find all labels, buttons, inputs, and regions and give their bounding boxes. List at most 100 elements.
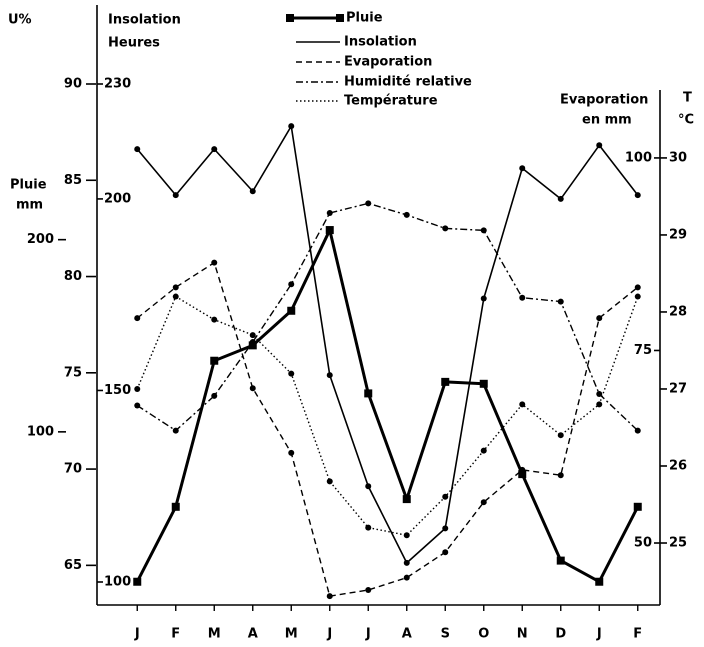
data-point (326, 210, 333, 216)
data-point (442, 225, 449, 232)
data-point (326, 593, 333, 600)
data-point (365, 483, 372, 490)
evaporation-tick-label: 100 (625, 150, 652, 165)
evaporation-axis-label: Evaporation (560, 93, 648, 108)
data-point (402, 495, 411, 504)
data-point (326, 478, 333, 485)
data-point (365, 200, 372, 207)
data-point (287, 306, 296, 315)
data-point (596, 315, 603, 322)
x-tick-label: S (441, 627, 450, 642)
x-tick-label: J (365, 627, 371, 642)
data-point (403, 574, 410, 581)
x-tick-label: M (285, 627, 298, 642)
data-point (480, 227, 487, 234)
t-tick-label: 29 (669, 227, 687, 242)
data-point (248, 341, 257, 350)
data-point (172, 192, 179, 199)
data-point (480, 295, 487, 302)
t-axis-label: °C (678, 113, 694, 128)
insolation-tick-label: 230 (104, 77, 131, 92)
data-point (518, 470, 527, 479)
legend-label: Insolation (344, 35, 417, 50)
u-tick-label: 90 (64, 77, 82, 92)
x-tick-label: A (402, 627, 412, 642)
data-point (249, 332, 256, 339)
data-point (172, 284, 179, 291)
data-point (557, 195, 564, 202)
pluie-tick-label: 100 (27, 424, 54, 439)
data-point (519, 294, 526, 301)
data-point (134, 146, 141, 153)
x-tick-label: D (555, 627, 566, 642)
data-point (288, 123, 295, 130)
data-point (172, 293, 179, 300)
x-tick-label: O (478, 627, 489, 642)
data-point (480, 499, 487, 506)
legend-label: Evaporation (344, 55, 432, 70)
legend-label: Température (344, 94, 438, 109)
t-tick-label: 30 (669, 150, 687, 165)
data-point (442, 525, 449, 532)
data-point (556, 556, 565, 565)
data-point (134, 315, 141, 322)
data-point (249, 188, 256, 195)
insolation-axis-label: Heures (108, 36, 160, 51)
x-tick-label: F (633, 627, 642, 642)
data-point (403, 559, 410, 566)
data-point (441, 377, 450, 386)
data-point (210, 356, 219, 365)
legend-label: Pluie (346, 11, 383, 26)
insolation-axis-label: Insolation (108, 13, 181, 28)
data-point (365, 586, 372, 593)
data-point (519, 401, 526, 408)
data-point (633, 502, 642, 511)
data-point (634, 284, 641, 291)
series-line (136, 202, 639, 432)
data-point (403, 211, 410, 218)
u-tick-label: 75 (64, 365, 82, 380)
legend-marker (286, 14, 294, 22)
x-tick-label: J (326, 627, 332, 642)
data-point (249, 385, 256, 392)
evaporation-axis-label: en mm (582, 113, 632, 128)
data-point (134, 402, 141, 409)
data-point (634, 427, 641, 434)
data-point (211, 259, 218, 266)
data-point (325, 226, 334, 235)
legend-label: Humidité relative (344, 75, 472, 90)
data-point (557, 472, 564, 479)
data-point (288, 281, 295, 288)
data-point (557, 432, 564, 439)
data-point (442, 493, 449, 500)
data-point (249, 339, 256, 345)
data-point (288, 449, 295, 456)
t-tick-label: 26 (669, 458, 687, 473)
data-point (595, 577, 604, 586)
data-point (479, 379, 488, 388)
pluie-axis-label: Pluie (10, 178, 47, 193)
data-point (634, 293, 641, 300)
legend-marker (336, 14, 344, 22)
series-line (136, 261, 639, 597)
data-point (172, 427, 179, 434)
data-point (442, 549, 449, 556)
u-axis-label: U% (8, 13, 32, 28)
x-tick-label: M (208, 627, 221, 642)
data-point (364, 389, 373, 398)
u-tick-label: 70 (64, 462, 82, 477)
u-tick-label: 85 (64, 173, 82, 188)
u-tick-label: 80 (64, 269, 82, 284)
x-tick-label: J (134, 627, 140, 642)
insolation-tick-label: 100 (104, 574, 131, 589)
data-point (519, 165, 526, 172)
data-point (211, 392, 218, 399)
t-tick-label: 28 (669, 304, 687, 319)
data-point (557, 298, 564, 305)
data-point (134, 385, 141, 392)
evaporation-tick-label: 50 (634, 536, 652, 551)
insolation-tick-label: 200 (104, 191, 131, 206)
x-tick-label: F (171, 627, 180, 642)
data-point (519, 466, 526, 473)
